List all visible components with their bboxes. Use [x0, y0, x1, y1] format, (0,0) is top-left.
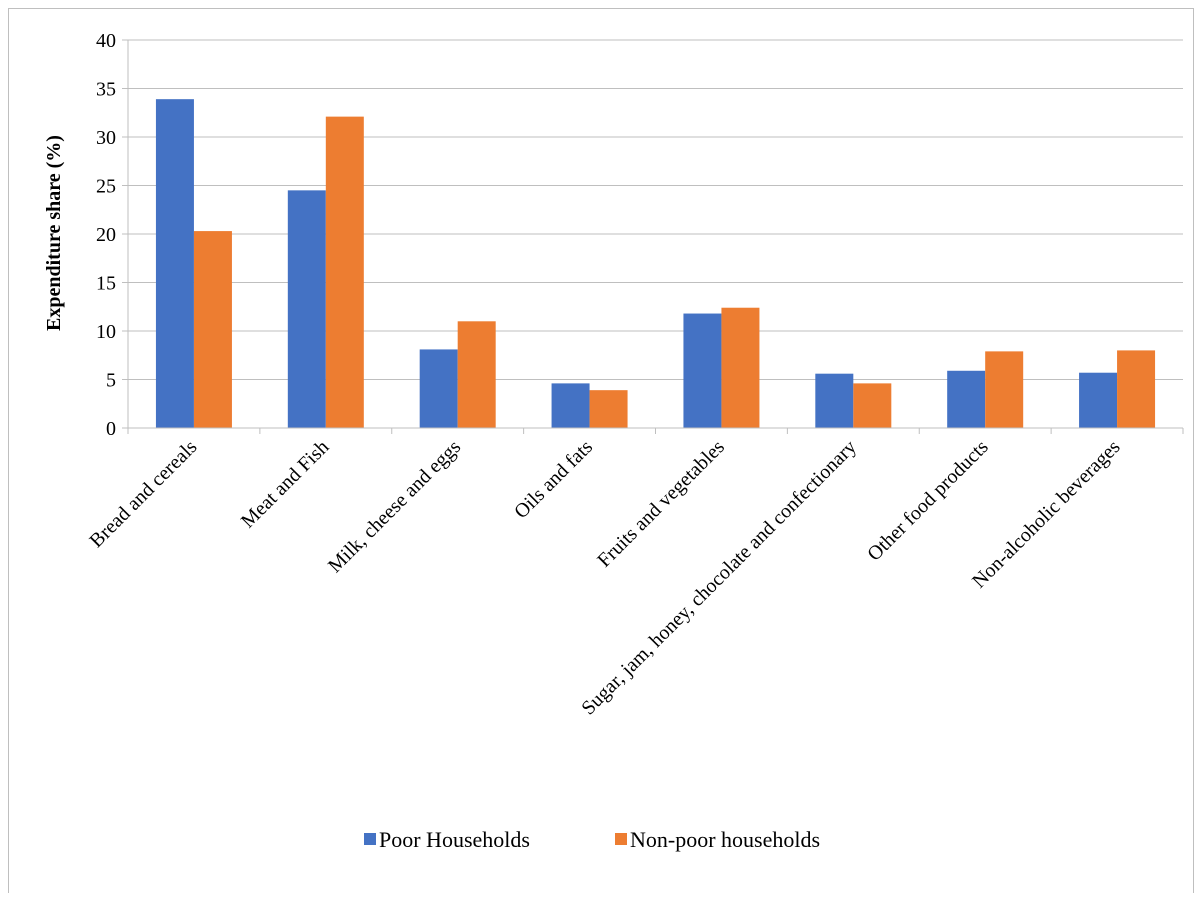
x-category-label: Bread and cereals	[85, 436, 201, 552]
bars	[155, 99, 1156, 429]
bar-non-poor-3	[589, 390, 628, 428]
legend-label-1: Non-poor households	[630, 827, 820, 852]
y-tick-label: 5	[106, 370, 116, 392]
bar-poor-0	[155, 99, 194, 429]
x-category-label: Fruits and vegetables	[593, 436, 729, 572]
legend-swatch-0	[364, 833, 376, 845]
y-tick-label: 0	[106, 418, 116, 440]
legend-swatch-1	[615, 833, 627, 845]
legend: Poor Households Non-poor households	[364, 827, 820, 852]
bar-non-poor-6	[985, 351, 1024, 428]
x-category-label: Meat and Fish	[237, 436, 333, 532]
y-axis-title: Expenditure share (%)	[43, 135, 65, 331]
bar-non-poor-4	[721, 307, 760, 428]
x-category-label: Oils and fats	[510, 436, 597, 523]
bar-poor-1	[287, 190, 326, 428]
bar-poor-4	[683, 313, 722, 428]
bar-non-poor-5	[853, 383, 892, 428]
bar-poor-5	[815, 373, 854, 428]
y-tick-label: 30	[96, 127, 116, 149]
bar-non-poor-7	[1117, 350, 1156, 428]
axes	[122, 39, 1184, 434]
bar-poor-2	[419, 349, 458, 428]
x-category-label: Sugar, jam, honey, chocolate and confect…	[577, 436, 860, 719]
bar-non-poor-0	[193, 231, 232, 428]
bar-poor-7	[1079, 372, 1118, 428]
bar-non-poor-1	[325, 116, 364, 428]
x-category-label: Other food products	[863, 436, 993, 566]
bar-non-poor-2	[457, 321, 496, 428]
bar-poor-6	[947, 370, 986, 428]
gridlines	[128, 39, 1183, 380]
bar-poor-3	[551, 383, 590, 428]
y-tick-labels: 0 5 10 15 20 25 30 35 40	[96, 30, 116, 440]
x-category-label: Milk, cheese and eggs	[324, 436, 465, 577]
y-tick-label: 40	[96, 30, 116, 52]
y-tick-label: 10	[96, 321, 116, 343]
y-tick-label: 35	[96, 79, 116, 101]
y-tick-label: 25	[96, 176, 116, 198]
legend-label-0: Poor Households	[379, 827, 530, 852]
chart-frame	[8, 8, 1194, 893]
y-tick-label: 15	[96, 273, 116, 295]
x-category-label: Non-alcoholic beverages	[968, 436, 1125, 593]
y-tick-label: 20	[96, 224, 116, 246]
